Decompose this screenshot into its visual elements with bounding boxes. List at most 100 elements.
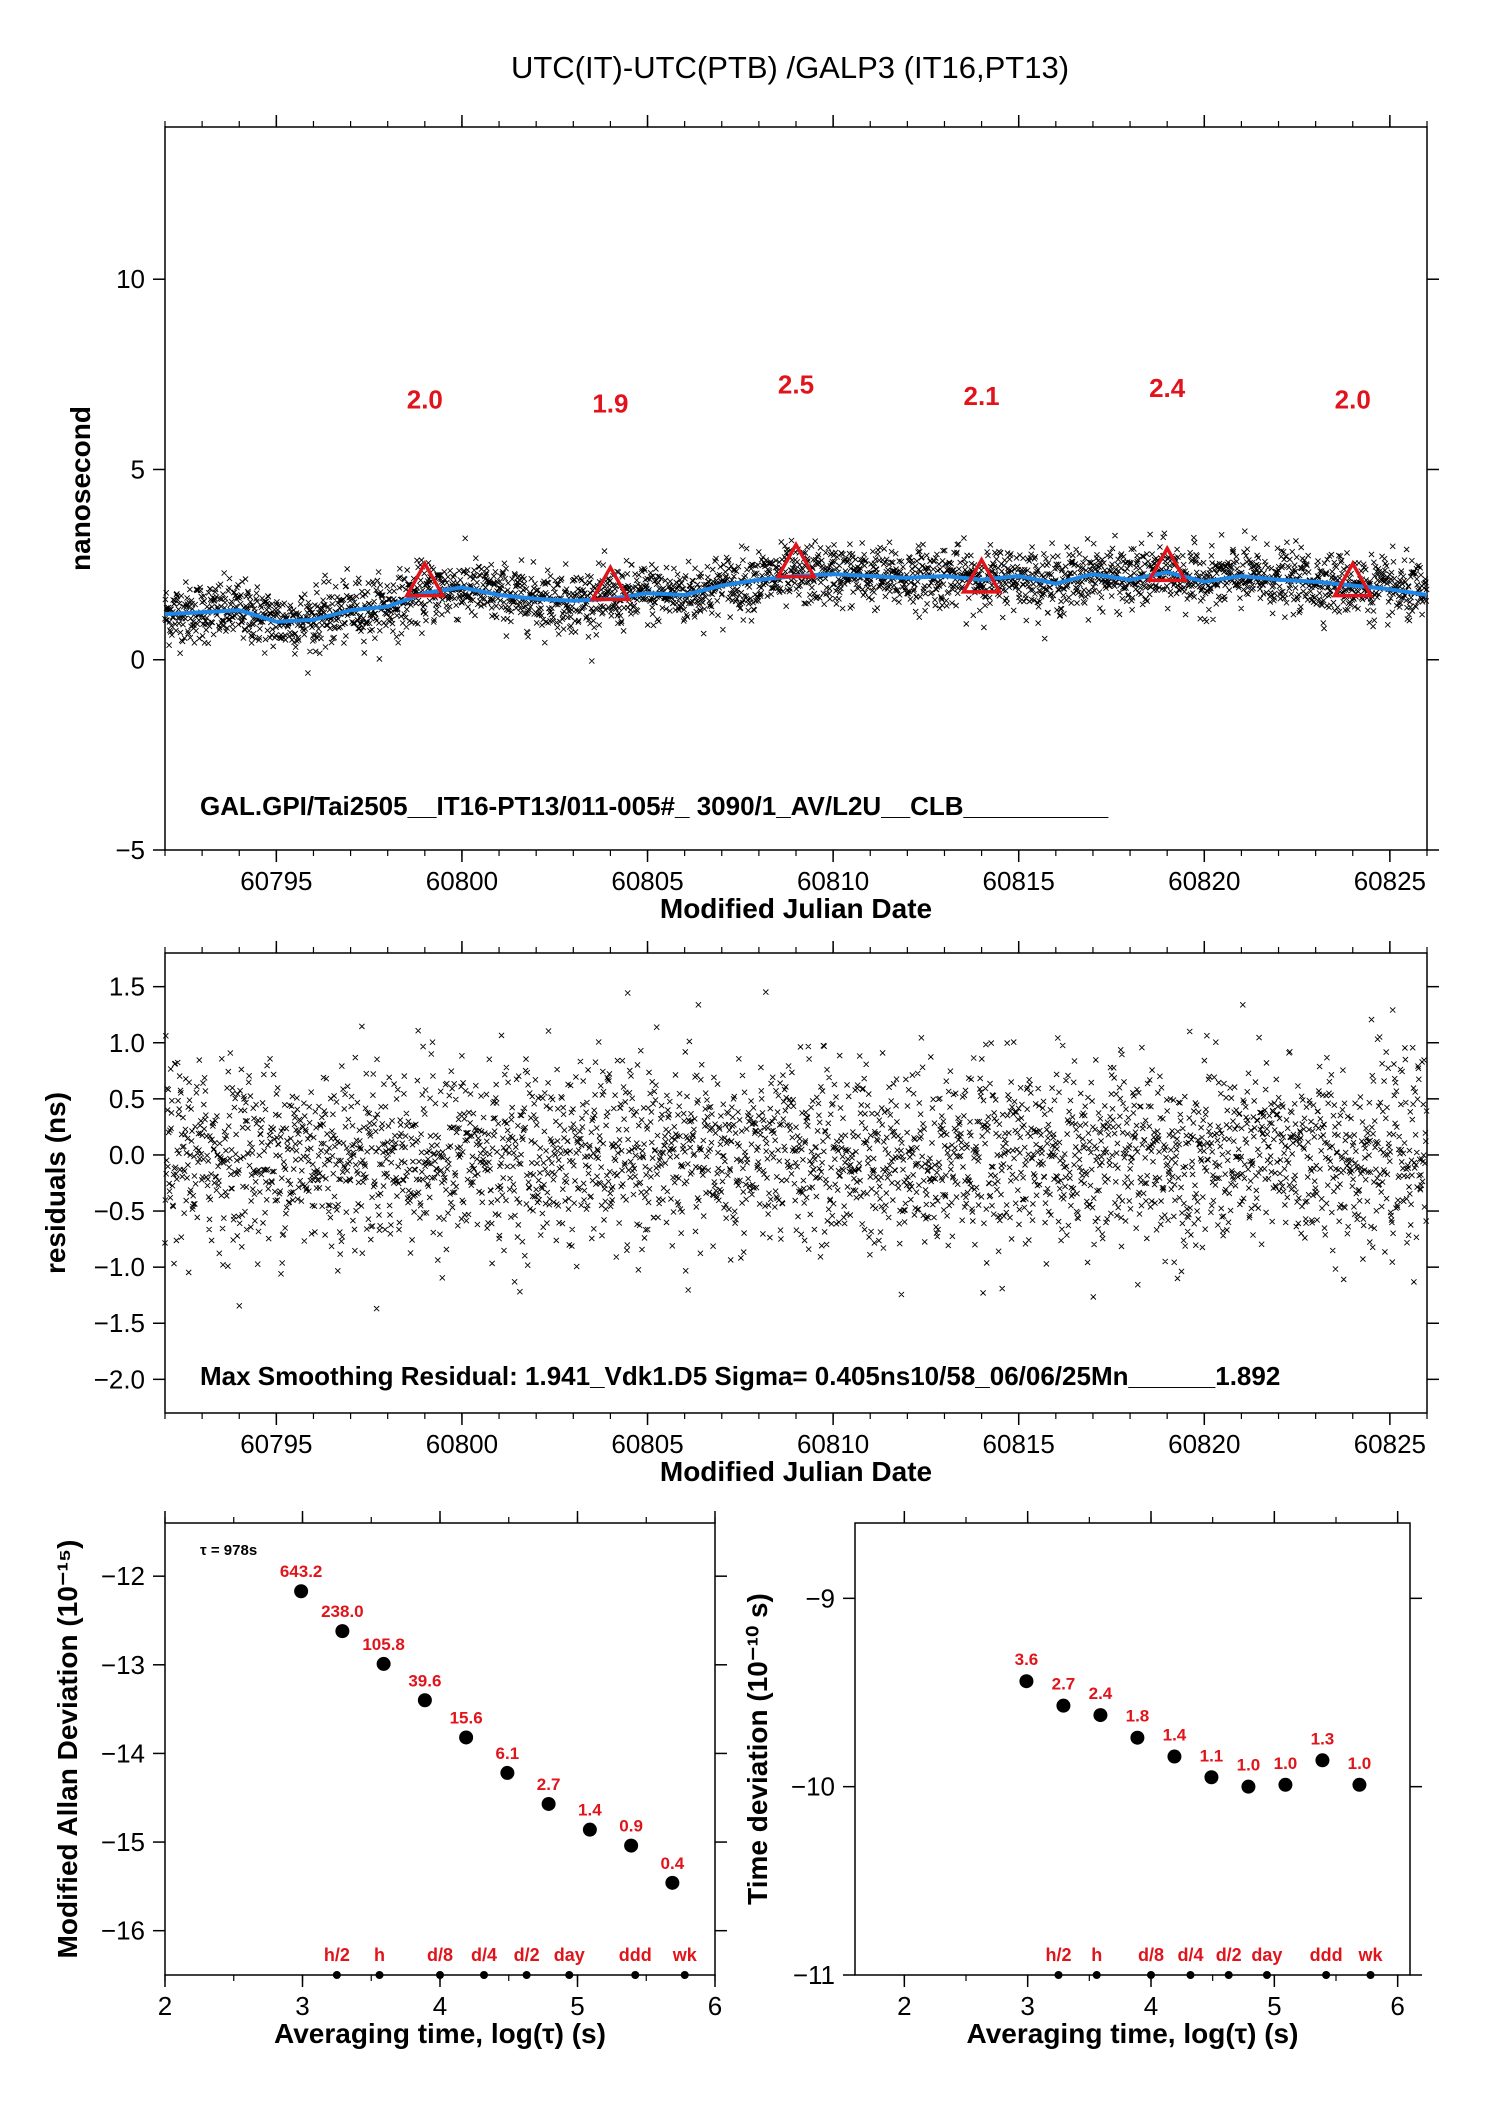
top-xtick-label: 60795 [240,866,312,896]
mdev-xtick-label: 2 [158,1991,172,2021]
mdev-point [665,1875,680,1890]
residuals-ytick-label: −1.5 [94,1308,145,1338]
tdev-tau-label: d/2 [1216,1945,1242,1965]
tdev-label: 1.3 [1311,1729,1335,1748]
triangle-marker [1331,560,1374,598]
top-ytick-label: 5 [131,454,145,484]
mdev-ytick-label: −13 [101,1650,145,1680]
tdev-tau-label: h [1091,1945,1102,1965]
mdev-label: 1.4 [578,1801,602,1820]
mdev-label: 238.0 [321,1602,364,1621]
marker-label: 2.5 [778,369,814,399]
tdev-label: 1.0 [1274,1754,1298,1773]
top-ytick-label: −5 [115,835,145,865]
mdev-ytick-label: −16 [101,1916,145,1946]
tdev-point [1167,1749,1182,1764]
residuals-xtick-label: 60800 [426,1429,498,1459]
tau-note: τ = 978s [200,1542,257,1559]
mdev-ytick-label: −15 [101,1827,145,1857]
mdev-tau-label: d/4 [471,1945,497,1965]
marker-label: 2.4 [1149,373,1186,403]
tdev-ytick-label: −10 [791,1772,835,1802]
marker-label: 2.0 [407,385,443,415]
mdev-tau-label: ddd [619,1945,652,1965]
top-xtick-label: 60810 [797,866,869,896]
tdev-tau-marker [1186,1971,1195,1979]
tdev-xtick-label: 5 [1267,1991,1281,2021]
tdev-tau-label: d/4 [1177,1945,1203,1965]
mdev-point [335,1624,350,1639]
mdev-tau-marker [565,1971,574,1979]
tdev-xtick-label: 2 [897,1991,911,2021]
tdev-tau-marker [1262,1971,1271,1979]
mdev-point [624,1838,639,1853]
tdev-xlabel: Averaging time, log(τ) (s) [967,2018,1299,2049]
mdev-tau-marker [332,1971,341,1979]
residuals-xtick-label: 60810 [797,1429,869,1459]
tdev-point [1278,1777,1293,1792]
mdev-tau-marker [680,1971,689,1979]
tdev-ytick-label: −9 [805,1583,835,1613]
tdev-tau-label: wk [1358,1945,1384,1965]
mdev-tau-label: d/8 [427,1945,453,1965]
mdev-point [294,1584,309,1599]
tdev-tau-marker [1322,1971,1331,1979]
mdev-tau-marker [375,1971,384,1979]
residuals-data-points [162,989,1430,1312]
tdev-tau-marker [1054,1971,1063,1979]
tdev-label: 2.7 [1052,1675,1076,1694]
marker-label: 2.0 [1335,385,1371,415]
chart-title: UTC(IT)-UTC(PTB) /GALP3 (IT16,PT13) [511,50,1069,85]
triangle-marker [403,560,446,598]
tdev-point [1019,1674,1034,1689]
mdev-label: 105.8 [362,1635,405,1654]
residuals-annotation: Max Smoothing Residual: 1.941_Vdk1.D5 Si… [200,1361,1280,1391]
tdev-tau-label: h/2 [1045,1945,1071,1965]
mdev-ytick-label: −12 [101,1561,145,1591]
mdev-xtick-label: 6 [708,1991,722,2021]
mdev-ylabel: Modified Allan Deviation (10⁻¹⁵) [52,1540,83,1959]
tdev-label: 1.0 [1348,1754,1372,1773]
mdev-label: 6.1 [496,1744,520,1763]
mdev-label: 2.7 [537,1775,561,1794]
tdev-label: 1.8 [1126,1707,1150,1726]
mdev-label: 0.4 [661,1854,685,1873]
top-xlabel: Modified Julian Date [660,893,932,924]
mdev-ytick-label: −14 [101,1738,145,1768]
tdev-point [1315,1753,1330,1768]
mdev-point [500,1765,515,1780]
residuals-ytick-label: 1.0 [109,1028,145,1058]
mdev-tau-marker [522,1971,531,1979]
mdev-frame [164,1522,716,1976]
tdev-point [1204,1770,1219,1785]
mdev-tau-marker [480,1971,488,1979]
tdev-label: 3.6 [1015,1650,1039,1669]
mdev-tau-label: d/2 [514,1945,540,1965]
mdev-xlabel: Averaging time, log(τ) (s) [274,2018,606,2049]
residuals-ytick-label: 0.5 [109,1084,145,1114]
top-data-points [162,528,1430,676]
tdev-tau-label: ddd [1310,1945,1343,1965]
top-ytick-label: 0 [131,645,145,675]
mdev-label: 15.6 [450,1708,483,1727]
residuals-ytick-label: 0.0 [109,1140,145,1170]
mdev-xtick-label: 5 [570,1991,584,2021]
top-xtick-label: 60820 [1168,866,1240,896]
residuals-xtick-label: 60825 [1354,1429,1426,1459]
tdev-tau-marker [1224,1971,1233,1979]
mdev-tau-marker [631,1971,640,1979]
residuals-ytick-label: −2.0 [94,1364,145,1394]
top-xtick-label: 60805 [611,866,683,896]
mdev-tau-label: day [554,1945,585,1965]
tdev-tau-label: d/8 [1138,1945,1164,1965]
residuals-xtick-label: 60815 [983,1429,1055,1459]
mdev-xtick-label: 4 [433,1991,447,2021]
tdev-tau-label: day [1251,1945,1282,1965]
tdev-label: 1.1 [1200,1746,1224,1765]
mdev-point [459,1730,474,1745]
residuals-xlabel: Modified Julian Date [660,1456,932,1487]
top-xtick-label: 60800 [426,866,498,896]
residuals-ylabel: residuals (ns) [40,1092,71,1274]
marker-label: 2.1 [964,381,1000,411]
tdev-point [1130,1730,1145,1745]
